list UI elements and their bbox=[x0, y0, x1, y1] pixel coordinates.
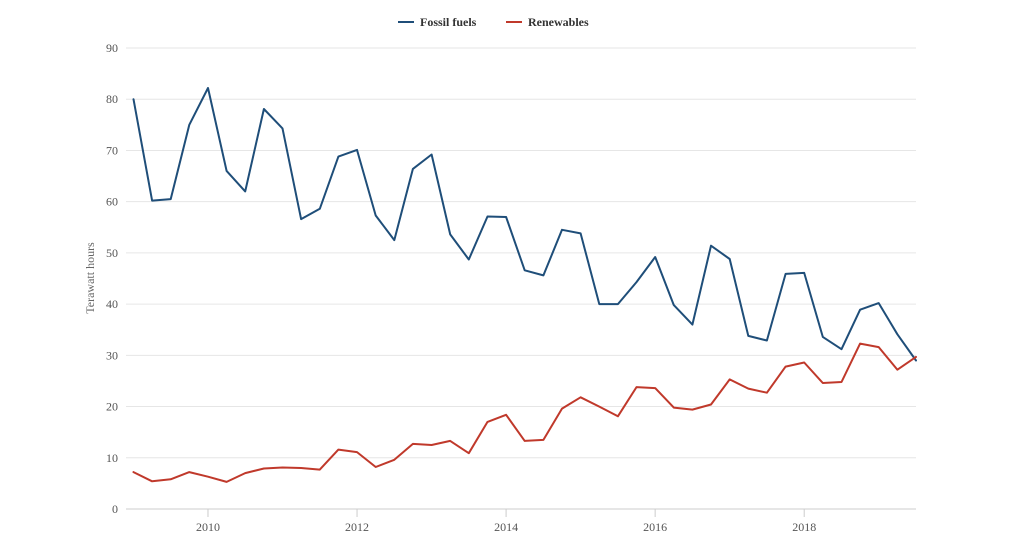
y-tick-label: 60 bbox=[106, 195, 118, 209]
legend-label: Fossil fuels bbox=[420, 15, 477, 29]
x-tick-label: 2018 bbox=[792, 520, 816, 534]
y-tick-label: 50 bbox=[106, 246, 118, 260]
y-tick-label: 80 bbox=[106, 92, 118, 106]
series-lines bbox=[132, 87, 917, 483]
x-tick-label: 2016 bbox=[643, 520, 667, 534]
legend[interactable]: Fossil fuels Renewables bbox=[398, 15, 589, 29]
x-tick-label: 2014 bbox=[494, 520, 518, 534]
series-line-fossil-fuels[interactable] bbox=[132, 87, 917, 362]
y-tick-label: 10 bbox=[106, 451, 118, 465]
axes: 0 10 20 30 40 50 60 70 80 90 2010 2012 2014 2016 2018 bbox=[106, 41, 916, 534]
y-tick-label: 20 bbox=[106, 400, 118, 414]
y-tick-label: 90 bbox=[106, 41, 118, 55]
y-tick-label: 70 bbox=[106, 143, 118, 157]
legend-item-renewables[interactable]: Renewables bbox=[506, 15, 589, 29]
gridlines bbox=[126, 47, 916, 459]
series-line-renewables[interactable] bbox=[132, 342, 917, 483]
y-tick-label: 40 bbox=[106, 297, 118, 311]
x-tick-label: 2010 bbox=[196, 520, 220, 534]
y-axis-title: Terawatt hours bbox=[83, 242, 97, 314]
legend-label: Renewables bbox=[528, 15, 589, 29]
legend-item-fossil-fuels[interactable]: Fossil fuels bbox=[398, 15, 477, 29]
y-tick-label: 30 bbox=[106, 348, 118, 362]
x-tick-label: 2012 bbox=[345, 520, 369, 534]
y-tick-label: 0 bbox=[112, 502, 118, 516]
